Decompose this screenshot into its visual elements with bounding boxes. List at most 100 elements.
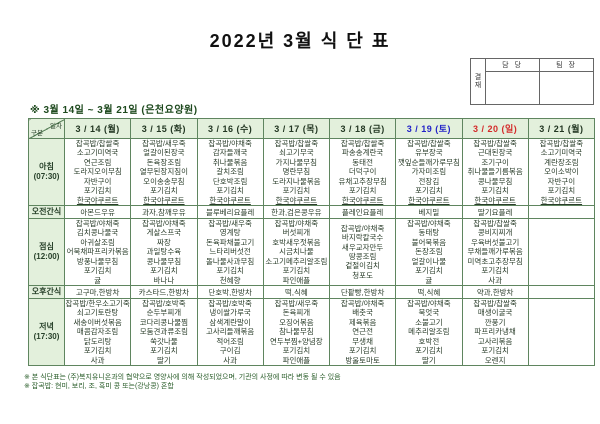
menu-item: 콩나물무침: [146, 256, 182, 266]
date-header-cell: 3 / 16 (수): [196, 118, 264, 139]
menu-item: 참나물무침: [279, 327, 314, 337]
footnote: ※ 본 식단표는 (주)복지유니온과의 협약으로 영양사에 의해 작성되었으며,…: [24, 374, 341, 381]
snack-cell: 베지밀: [395, 205, 463, 219]
menu-item: 무채들깨가루볶음: [467, 247, 523, 257]
menu-item: 천혜향: [219, 275, 241, 285]
menu-item: 새송이버섯볶음: [73, 317, 122, 327]
menu-item: 메추리알조림: [408, 327, 450, 337]
menu-item: 취나물들기름볶음: [467, 167, 523, 177]
menu-item: 잡곡밥/야채죽: [340, 223, 385, 233]
menu-item: 자반구이: [83, 176, 112, 186]
menu-cell: 잡곡밥/야채죽 김치콩나물국 아귀살조림 어묵채파프리카볶음 방풍나물무침 포기김치 귤: [63, 218, 132, 286]
date-header-cell: 3 / 20 (일): [461, 118, 529, 139]
menu-item: 바나나: [153, 275, 175, 285]
menu-item: 취나물볶음: [212, 157, 248, 167]
menu-item: 오이송송무침: [143, 176, 185, 186]
menu-item: 잡곡밥/새우죽: [142, 139, 186, 149]
menu-item: 땅콩조림: [348, 252, 377, 261]
menu-item: 쇠고기무국: [279, 148, 314, 158]
menu-item: 잡곡밥/호박죽: [142, 299, 186, 309]
menu-item: 더덕구이: [348, 167, 377, 177]
snack-cell: [527, 285, 596, 299]
menu-item: 잡곡밥/찹쌀죽: [473, 139, 517, 149]
menu-item: 버섯찌개: [282, 228, 311, 238]
menu-item: 미역초고추장무침: [467, 256, 523, 266]
footnotes: ※ 본 식단표는 (주)복지유니온과의 협약으로 영양사에 의해 작성되었으며,…: [24, 373, 341, 391]
row-label-점심: 점심 (12:00): [28, 218, 65, 286]
period-note: ※ 3월 14일 ~ 3월 21일 (은천요양원): [30, 105, 198, 116]
menu-item: 연근조림: [83, 157, 112, 167]
menu-item: 고사리들깨볶음: [205, 327, 255, 337]
menu-item: 잡곡밥/야채죽: [407, 299, 451, 309]
menu-item: 영계탕: [219, 228, 241, 238]
menu-item: 잡곡밥/찹쌀죽: [473, 219, 517, 229]
menu-item: 잡곡밥/호박죽: [208, 299, 252, 309]
menu-item: 한국야쿠르트: [474, 195, 516, 205]
menu-cell: 잡곡밥/찹쌀죽 콩비지찌개 우육버섯불고기 무채들깨가루볶음 미역초고추장무침 포기김치 사…: [461, 218, 529, 286]
menu-item: 잡곡밥/찹쌀죽: [539, 139, 584, 149]
menu-item: 포기김치: [481, 346, 509, 356]
menu-item: 한국야쿠르트: [143, 195, 185, 205]
menu-cell: 잡곡밥/호박죽 순두부찌개 코다리콩나물찜 모둠견과류조림 쑥갓나물 포기김치 딸기: [130, 298, 198, 366]
corner-cell: 일자 구분: [28, 118, 65, 139]
menu-item: 한국야쿠르트: [408, 195, 450, 205]
menu-item: 파프리카냉채: [474, 327, 516, 337]
menu-item: 잡곡밥/한우소고기죽: [65, 299, 130, 309]
approval-col-damdang: 담 당: [485, 57, 540, 73]
menu-item: 도라지오이무침: [73, 167, 122, 177]
menu-item: 잡곡밥/야채죽: [142, 219, 186, 229]
menu-item: 매콤감자조림: [76, 327, 119, 337]
menu-item: 삼색계란말이: [209, 317, 251, 327]
menu-item: 과일탕수육: [146, 247, 182, 257]
menu-item: 감자들깨국: [212, 148, 248, 158]
menu-item: 잡곡밥/찹쌀죽: [75, 139, 120, 149]
row-label-오후간식: 오후간식: [28, 285, 65, 299]
menu-cell: 잡곡밥/새우죽 돈육찌개 오징어볶음 참나물무침 연두부찜+양념장 포기김치 파인애플: [262, 298, 331, 366]
menu-item: 도라지나물볶음: [272, 176, 321, 186]
menu-item: 방울토마토: [345, 355, 380, 365]
snack-cell: 단호박,한방차: [196, 285, 264, 299]
menu-item: 쇠고기토란탕: [76, 308, 119, 318]
menu-item: 전장김: [418, 176, 440, 186]
menu-item: 배춧국: [352, 308, 373, 318]
menu-cell: 잡곡밥/야채죽 북엇국 소불고기 메추리알조림 호박전 포기김치 딸기: [395, 298, 463, 366]
menu-item: 호박전: [418, 336, 440, 346]
menu-item: 잡곡밥/야채죽: [274, 219, 319, 229]
menu-item: 귤: [425, 275, 433, 285]
date-header-cell: 3 / 14 (월): [63, 118, 132, 139]
menu-item: 코다리콩나물찜: [139, 317, 189, 327]
menu-item: 사과: [90, 355, 105, 365]
menu-item: 단호박조림: [212, 176, 248, 186]
menu-cell: 잡곡밥/야채죽 버섯찌개 호박새우젓볶음 시금치나물 소고기메추리알조림 포기김치 파인애플: [262, 218, 331, 286]
menu-item: 명란무침: [282, 167, 311, 177]
menu-item: 고사리볶음: [477, 336, 513, 346]
approval-sign-cell: [539, 71, 594, 105]
menu-item: 어묵채파프리카볶음: [66, 247, 129, 257]
menu-item: 쑥갓나물: [150, 336, 178, 346]
menu-item: 잡곡밥/야채죽: [75, 219, 120, 229]
menu-item: 포기김치: [83, 346, 112, 356]
menu-item: 포기김치: [481, 266, 509, 276]
menu-item: 한국야쿠르트: [275, 195, 318, 205]
menu-cell: 잡곡밥/찹쌀죽 파송송계란국 동태전 더덕구이 유채고추장무침 포기김치 한국야쿠르트: [328, 138, 397, 206]
menu-item: 유채고추장무침: [338, 176, 387, 186]
menu-item: 연두부찜+양념장: [270, 336, 323, 346]
menu-item: 잡곡밥/야채죽: [407, 219, 451, 229]
menu-item: 소고기미역국: [76, 148, 119, 158]
snack-cell: 카스타드,한방차: [130, 285, 198, 299]
menu-item: 깐풍기: [484, 317, 506, 327]
approval-sign-cell: [485, 71, 540, 105]
snack-cell: 떡,식혜: [395, 285, 463, 299]
menu-item: 구이김: [219, 346, 241, 356]
menu-item: 포기김치: [216, 266, 244, 276]
menu-item: 잡곡밥/찹쌀죽: [473, 299, 517, 309]
menu-item: 파인애플: [282, 355, 311, 365]
menu-item: 연근전: [352, 327, 373, 337]
menu-item: 게살스프국: [146, 228, 182, 238]
menu-item: 얼갈이된장국: [143, 148, 185, 158]
menu-item: 열무된장지짐이: [139, 167, 189, 177]
menu-item: 돈장조림: [415, 247, 443, 257]
